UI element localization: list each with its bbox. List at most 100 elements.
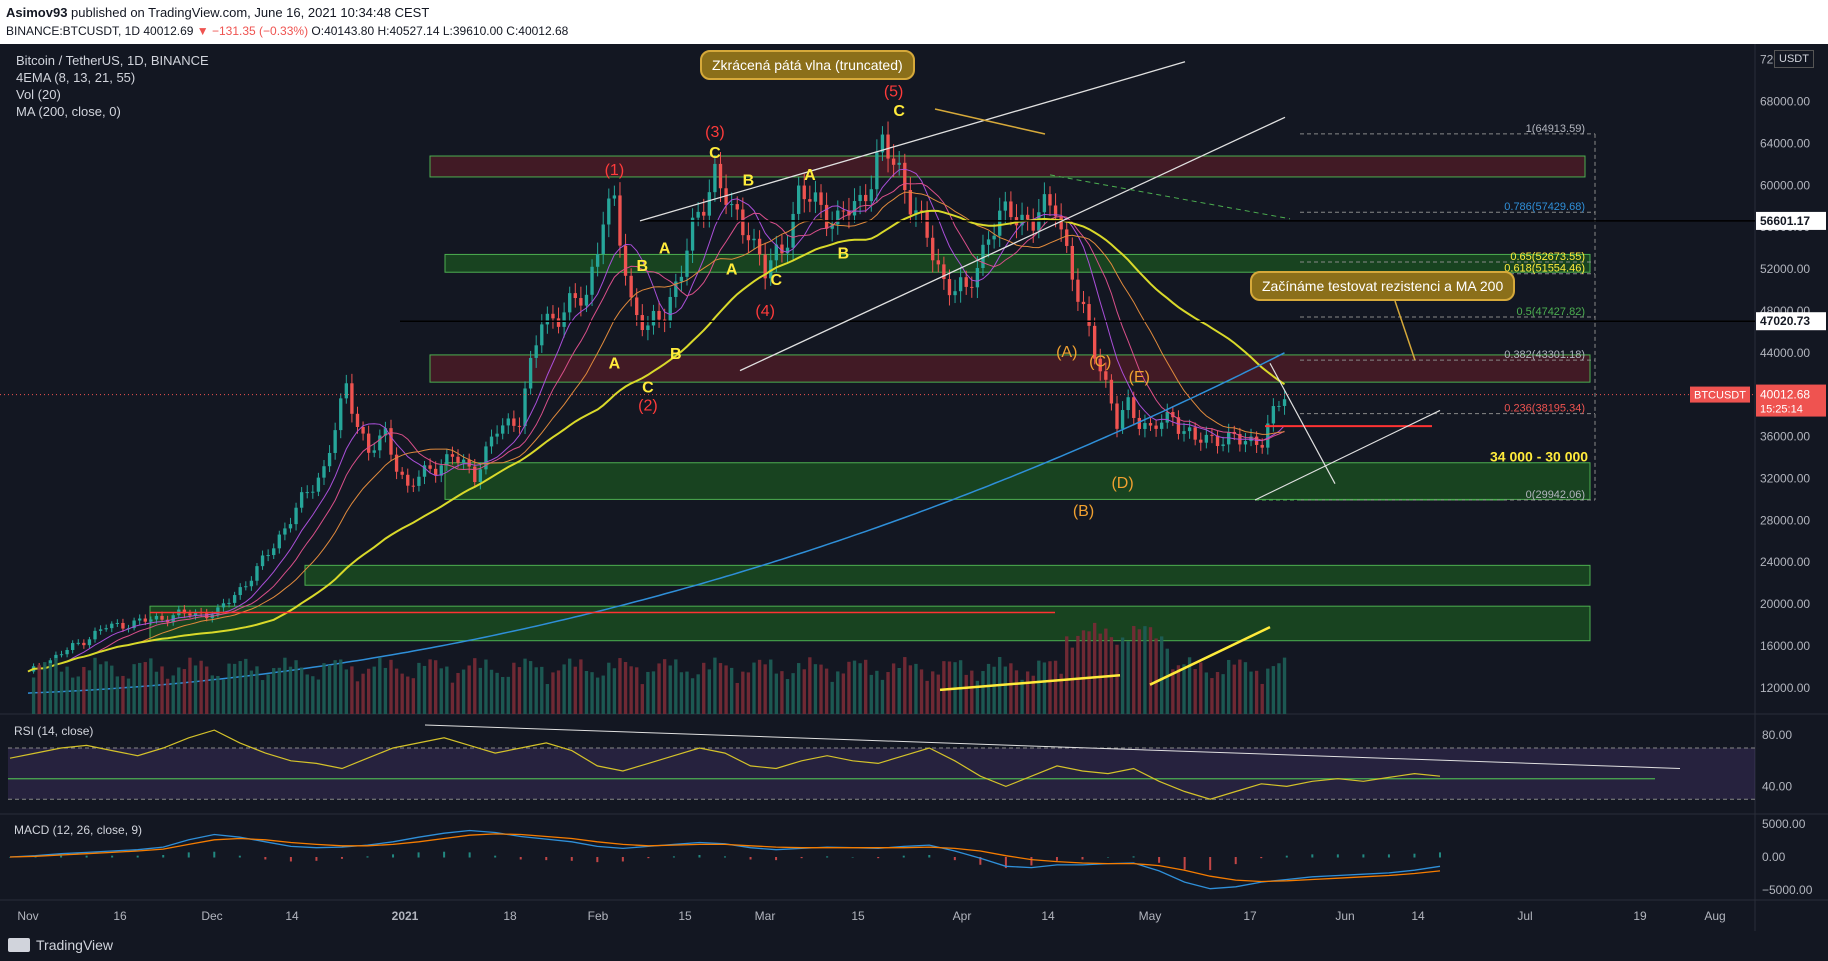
countdown-label: 15:25:14 [1760,404,1803,416]
volume-bar [551,672,555,714]
y-tick-label: 20000.00 [1760,597,1810,611]
candle-body [752,238,756,241]
legend-ma[interactable]: MA (200, close, 0) [16,104,121,119]
volume-bar [1132,626,1136,714]
macd-histogram-bar [1362,854,1365,858]
volume-bar [65,666,69,714]
volume-bar [640,684,644,714]
candle-body [914,210,918,215]
volume-bar [908,665,913,714]
candle-body [489,436,494,447]
wave-label: (B) [1073,503,1094,520]
candle-body [534,345,538,358]
volume-bar [1065,636,1069,714]
macd-histogram-bar [213,851,216,858]
candle-body [160,615,164,620]
volume-bar [87,670,92,714]
candle-body [992,235,996,240]
y-tick-label: 32000.00 [1760,471,1810,485]
x-tick-label: Aug [1704,909,1725,923]
volume-bar [819,664,823,714]
author-name[interactable]: Asimov93 [6,5,68,20]
candle-body [344,383,348,399]
candle-body [623,245,628,276]
macd-histogram-bar [1132,856,1135,858]
currency-selector[interactable]: USDT [1774,50,1814,68]
candle-body [629,275,633,298]
brand-name: TradingView [36,937,114,953]
candle-body [121,622,125,629]
volume-bar [685,671,689,714]
volume-bar [93,657,97,714]
volume-bar [1204,672,1209,714]
candle-body [478,469,483,483]
macd-histogram-bar [1081,857,1084,860]
x-tick-label: 16 [113,909,127,923]
candle-body [1042,194,1047,213]
legend-ema[interactable]: 4EMA (8, 13, 21, 55) [16,70,136,85]
volume-bar [98,664,103,714]
rsi-label[interactable]: RSI (14, close) [14,724,94,738]
candle-body [372,450,376,453]
volume-bar [852,660,857,714]
volume-bar [746,672,751,714]
volume-bar [394,668,399,714]
volume-bar [914,663,918,714]
ohlc-symbol: BINANCE:BTCUSDT, 1D [6,24,141,38]
volume-bar [132,664,136,714]
macd-histogram-bar [60,855,63,858]
x-tick-label: Jul [1517,909,1532,923]
volume-bar [1266,668,1270,714]
candle-body [551,313,555,319]
price-chart[interactable]: 12000.00 16000.00 20000.00 24000.00 28000.00… [0,44,1828,931]
candle-body [953,291,957,296]
candle-body [908,190,913,215]
x-tick-label: 14 [1041,909,1055,923]
volume-bar [350,666,354,714]
volume-bar [484,659,488,714]
wave-label: (A) [1056,344,1077,361]
candle-body [947,279,952,296]
volume-bar [473,658,477,714]
volume-bar [556,670,561,714]
legend-symbol[interactable]: Bitcoin / TetherUS, 1D, BINANCE [16,53,209,68]
candle-body [1277,405,1281,407]
ohlc-close: C:40012.68 [506,24,569,38]
candle-body [1115,403,1119,429]
volume-bar [383,667,388,714]
volume-bar [981,671,985,714]
macd-histogram-bar [468,852,471,858]
legend-volume[interactable]: Vol (20) [16,87,61,102]
candle-body [824,204,829,229]
candle-body [1109,379,1114,404]
volume-bar [182,669,187,714]
candle-body [1204,434,1209,443]
wave-label: (D) [1111,475,1133,492]
candle-body [573,293,577,299]
volume-bar [858,663,862,714]
candle-body [785,247,790,254]
macd-histogram-bar [519,857,522,860]
candle-body [467,459,471,467]
candle-body [260,555,265,567]
volume-bar [1227,659,1231,714]
macd-label[interactable]: MACD (12, 26, close, 9) [14,823,143,837]
tradingview-logo[interactable]: TradingView [8,937,113,953]
candle-body [875,152,879,190]
volume-bar [104,661,108,714]
volume-bar [467,665,471,714]
volume-bar [1221,674,1225,714]
candle-body [417,476,421,486]
chart-legend: Bitcoin / TetherUS, 1D, BINANCE 4EMA (8,… [16,52,209,120]
volume-bar [791,673,795,714]
candle-body [774,244,779,261]
wave-label: (1) [605,162,625,179]
volume-bar [512,662,516,714]
macd-histogram-bar [1055,857,1058,861]
candle-body [724,188,728,205]
volume-bar [428,659,432,714]
candle-body [986,239,991,245]
wave-label: (C) [1089,353,1111,370]
candle-body [970,286,974,288]
candle-body [355,413,360,427]
